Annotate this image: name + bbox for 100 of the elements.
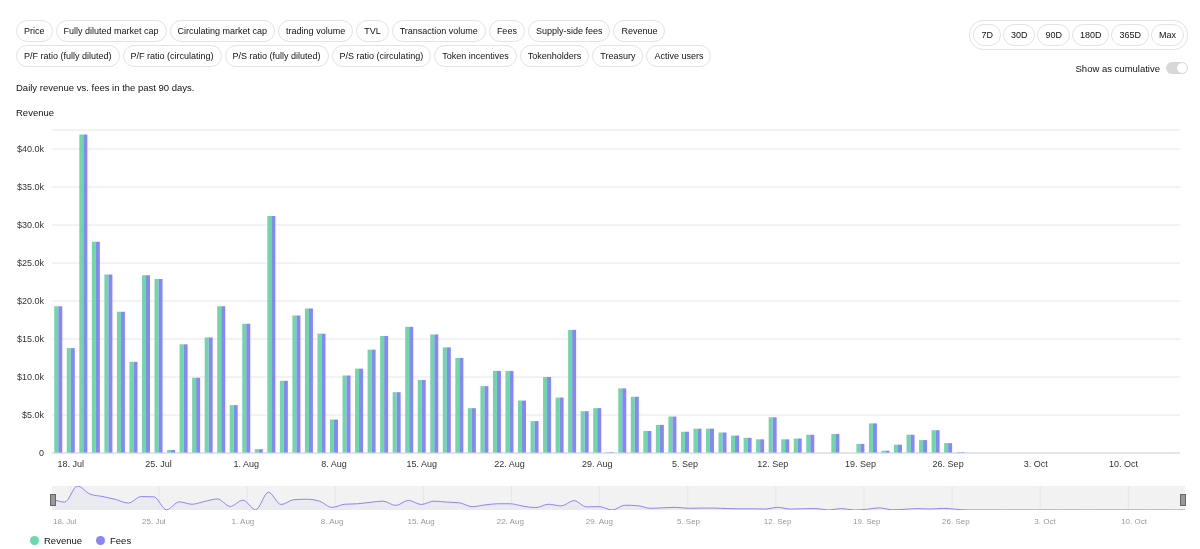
bar bbox=[421, 380, 426, 453]
bar bbox=[154, 278, 159, 453]
bar bbox=[496, 370, 501, 453]
bar bbox=[868, 423, 873, 453]
text: Price bbox=[16, 20, 53, 42]
bar bbox=[133, 361, 138, 453]
bar bbox=[530, 421, 535, 453]
bar bbox=[79, 134, 84, 453]
bar bbox=[409, 326, 414, 453]
bar bbox=[329, 419, 334, 453]
bar bbox=[709, 428, 714, 453]
x-tick-label: 18. Jul bbox=[52, 516, 77, 526]
bar bbox=[333, 419, 338, 453]
bar bbox=[120, 311, 125, 453]
bar bbox=[735, 435, 740, 453]
bar bbox=[321, 333, 326, 453]
bar bbox=[179, 344, 184, 453]
bar bbox=[304, 308, 309, 453]
text: Transaction volume bbox=[391, 20, 486, 42]
legend-label: Fees bbox=[109, 535, 132, 546]
bar bbox=[271, 215, 276, 453]
x-tick-label: 1. Aug bbox=[231, 516, 255, 526]
bar bbox=[797, 438, 802, 453]
bar bbox=[192, 377, 197, 453]
text: Fully diluted market cap bbox=[55, 20, 167, 42]
bar bbox=[455, 358, 460, 453]
bar bbox=[355, 368, 360, 453]
text: Revenue bbox=[613, 20, 666, 42]
text: P/S ratio (circulating) bbox=[331, 45, 432, 67]
bar bbox=[718, 432, 723, 453]
x-tick-label: 25. Jul bbox=[142, 516, 166, 526]
bar bbox=[521, 400, 526, 453]
bar bbox=[517, 400, 522, 453]
x-tick-label: 15. Aug bbox=[407, 516, 435, 526]
bar bbox=[442, 347, 447, 453]
bar bbox=[772, 417, 777, 453]
bar bbox=[108, 274, 113, 453]
text: 365D bbox=[1111, 24, 1149, 46]
bar bbox=[655, 424, 660, 453]
x-tick-label: 8. Aug bbox=[321, 459, 347, 470]
bar bbox=[70, 348, 75, 453]
text: Tokenholders bbox=[519, 45, 590, 67]
y-tick-label: $35.0k bbox=[16, 182, 45, 193]
x-tick-label: 22. Aug bbox=[494, 459, 525, 470]
text: Active users bbox=[646, 45, 712, 67]
text: Fees bbox=[488, 20, 525, 42]
bar bbox=[597, 408, 602, 453]
bar bbox=[467, 408, 472, 453]
bar bbox=[296, 315, 301, 453]
x-tick-label: 3. Oct bbox=[1034, 516, 1057, 526]
bar bbox=[405, 326, 410, 453]
bar bbox=[743, 437, 748, 453]
x-tick-label: 19. Sep bbox=[852, 516, 882, 526]
bar bbox=[392, 392, 397, 453]
bar bbox=[380, 335, 385, 453]
bar bbox=[593, 408, 598, 453]
bar bbox=[58, 306, 63, 453]
bar bbox=[768, 417, 773, 453]
y-tick-label: $5.0k bbox=[21, 410, 45, 421]
bar bbox=[705, 428, 710, 453]
bar bbox=[756, 439, 761, 453]
bar bbox=[806, 434, 811, 453]
bar bbox=[693, 428, 698, 453]
bar bbox=[618, 388, 623, 453]
bar bbox=[104, 274, 109, 453]
bar bbox=[267, 215, 272, 453]
bar bbox=[371, 349, 376, 453]
bar bbox=[54, 306, 59, 453]
y-axis-title: Revenue bbox=[16, 107, 55, 118]
x-tick-label: 10. Oct bbox=[1109, 459, 1139, 470]
bar bbox=[634, 396, 639, 453]
bar bbox=[217, 306, 222, 453]
bar bbox=[208, 337, 213, 453]
bar bbox=[434, 334, 439, 453]
bar bbox=[459, 358, 464, 453]
y-tick-label: $10.0k bbox=[16, 372, 45, 383]
bar bbox=[317, 333, 322, 453]
bar bbox=[346, 375, 351, 453]
bar bbox=[680, 431, 685, 453]
x-tick-label: 5. Sep bbox=[671, 459, 698, 470]
bar bbox=[659, 424, 664, 453]
x-tick-label: 26. Sep bbox=[942, 516, 971, 526]
bar bbox=[785, 439, 790, 453]
y-tick-label: 0 bbox=[38, 448, 44, 459]
bar bbox=[810, 434, 815, 453]
bar bbox=[484, 386, 489, 453]
x-tick-label: 5. Sep bbox=[676, 516, 701, 526]
text: Show as cumulative bbox=[1075, 62, 1160, 74]
bar bbox=[158, 278, 163, 453]
bar bbox=[948, 443, 953, 453]
x-tick-label: 12. Sep bbox=[757, 459, 789, 470]
text: 180D bbox=[1071, 24, 1110, 46]
bar bbox=[246, 323, 251, 453]
bar bbox=[66, 348, 71, 453]
bar bbox=[196, 377, 201, 453]
bar bbox=[931, 430, 936, 453]
bar bbox=[129, 361, 134, 453]
bar bbox=[835, 434, 840, 453]
bar bbox=[697, 428, 702, 453]
bar bbox=[647, 430, 652, 453]
